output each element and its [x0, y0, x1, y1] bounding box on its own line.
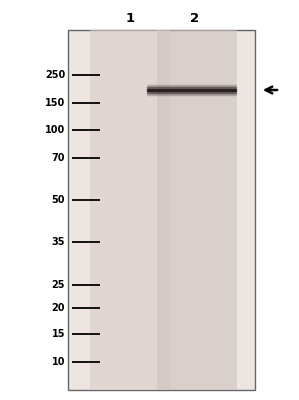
- Text: 1: 1: [126, 12, 135, 24]
- Text: 10: 10: [51, 357, 65, 367]
- Text: 20: 20: [51, 303, 65, 313]
- Bar: [68, 30, 255, 390]
- Text: 35: 35: [51, 237, 65, 247]
- Bar: [157, 30, 237, 390]
- Text: 250: 250: [45, 70, 65, 80]
- Text: 25: 25: [51, 280, 65, 290]
- Text: 100: 100: [45, 125, 65, 135]
- Text: 50: 50: [51, 195, 65, 205]
- Text: 2: 2: [190, 12, 199, 24]
- Text: 150: 150: [45, 98, 65, 108]
- Text: 70: 70: [51, 153, 65, 163]
- Text: 15: 15: [51, 329, 65, 339]
- Bar: [90, 30, 170, 390]
